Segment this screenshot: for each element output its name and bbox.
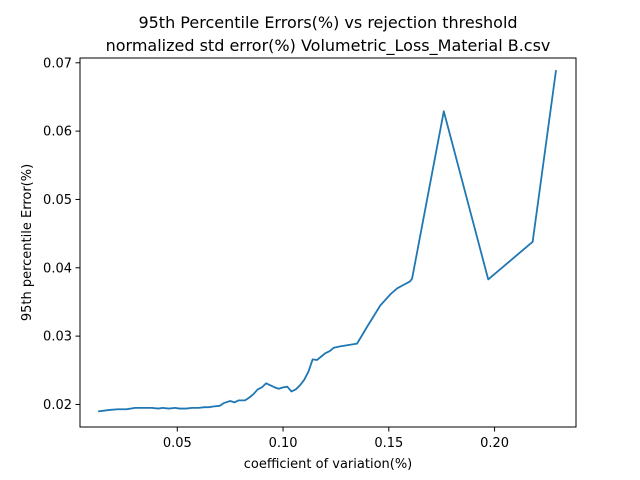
y-tick-label: 0.02 [43, 398, 72, 413]
x-tick-label: 0.20 [480, 436, 509, 451]
y-tick-label: 0.04 [43, 261, 72, 276]
y-tick-label: 0.03 [43, 330, 72, 345]
plot-area-frame [79, 57, 577, 428]
y-axis-ticks: 0.02 0.03 0.04 0.05 0.06 0.07 [43, 56, 80, 413]
y-tick-label: 0.05 [43, 193, 72, 208]
x-axis-label: coefficient of variation(%) [244, 457, 413, 472]
series-line [98, 69, 557, 413]
y-tick-label: 0.06 [43, 125, 72, 140]
chart-subtitle: normalized std error(%) Volumetric_Loss_… [106, 36, 551, 56]
y-axis-label: 95th percentile Error(%) [20, 164, 35, 321]
y-tick-label: 0.07 [43, 56, 72, 71]
x-tick-label: 0.15 [374, 436, 403, 451]
chart-title: 95th Percentile Errors(%) vs rejection t… [138, 13, 517, 32]
x-tick-label: 0.10 [269, 436, 298, 451]
x-tick-label: 0.05 [163, 436, 192, 451]
x-axis-ticks: 0.05 0.10 0.15 0.20 [163, 427, 509, 451]
